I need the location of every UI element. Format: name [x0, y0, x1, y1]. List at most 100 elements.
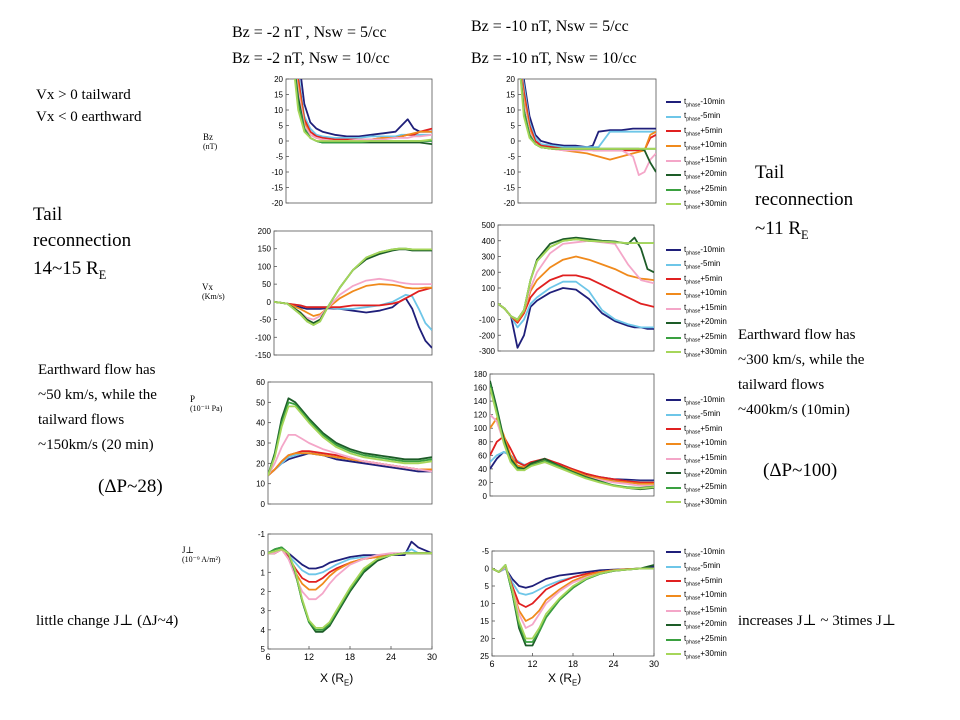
legend-entry-1: tphase-10min [666, 95, 727, 110]
y-tick-label: 0 [261, 500, 266, 509]
y-tick-label: 10 [480, 600, 489, 609]
j-right-chart: -5 0 5 10 15 20 256 12 18 24 30 [480, 547, 659, 669]
legend-swatch [666, 653, 681, 656]
y-tick-label: 15 [274, 91, 283, 100]
x-axis-label-left: X (RE) [320, 671, 354, 688]
y-tick-label: -300 [479, 347, 496, 356]
legend-entry-3: tphase+5min [666, 272, 727, 287]
flow-note-left-1: Earthward flow has [38, 362, 156, 378]
legend-swatch [666, 307, 681, 310]
series-line-3 [498, 274, 654, 324]
bz-right-chart: 20 15 10 5 0 -5 -10 -15 -20 [503, 75, 657, 208]
legend-label: tphase-5min [684, 111, 721, 123]
plot-frame [497, 224, 655, 352]
legend-entry-4: tphase+10min [666, 287, 727, 302]
delta-p-left: (ΔP~28) [98, 476, 163, 497]
y-tick-label: -15 [271, 184, 283, 193]
legend-label: tphase+5min [684, 273, 723, 286]
legend-label: tphase+10min [684, 590, 727, 602]
y-tick-label: 15 [480, 617, 489, 626]
legend-j: tphase-10min tphase-5min tphase+5min tphase… [666, 545, 727, 662]
y-tick-label: 1 [261, 568, 266, 577]
legend-label: tphase+5min [684, 423, 723, 436]
flow-note-right-3: tailward flows [738, 377, 825, 393]
legend-label: tphase+30min [684, 496, 727, 509]
legend-entry-4: tphase+10min [666, 589, 727, 604]
legend-swatch [666, 413, 681, 416]
legend-swatch [666, 580, 681, 583]
legend-label: tphase-5min [684, 409, 721, 421]
vx-sign-note-1: Vx > 0 tailward [36, 87, 131, 103]
legend-swatch [666, 565, 681, 568]
legend-entry-6: tphase+20min [666, 466, 727, 481]
y-tick-label: 100 [258, 262, 272, 271]
legend-label: tphase+15min [684, 452, 727, 465]
y-tick-label: 50 [256, 398, 265, 407]
y-tick-label: 0 [485, 565, 490, 574]
legend-swatch [666, 486, 681, 489]
legend-label: tphase-5min [684, 259, 721, 271]
series-line-8 [268, 405, 432, 476]
legend-label: tphase+25min [684, 634, 727, 646]
legend-entry-7: tphase+25min [666, 183, 727, 198]
y-tick-label: 200 [482, 268, 496, 277]
series-line-4 [498, 255, 654, 322]
legend-swatch [666, 263, 681, 266]
y-tick-label: 0 [491, 300, 496, 309]
y-tick-label: 3 [261, 607, 266, 616]
series-line-8 [498, 238, 654, 321]
series-line-5 [268, 434, 432, 476]
y-tick-label: 100 [482, 284, 496, 293]
legend-vx: tphase-10min tphase-5min tphase+5min tphase… [666, 243, 727, 360]
legend-swatch [666, 145, 681, 148]
j-axis-label: J⊥ (10⁻⁹ A/m²) [182, 545, 221, 564]
legend-entry-8: tphase+30min [666, 197, 727, 212]
y-tick-label: 5 [511, 122, 516, 131]
legend-label: tphase+20min [684, 169, 727, 182]
series-line-6 [268, 397, 432, 476]
y-tick-label: 0 [511, 137, 516, 146]
y-tick-label: -5 [482, 547, 490, 556]
y-tick-label: 2 [261, 588, 266, 597]
legend-swatch [666, 457, 681, 460]
y-tick-label: 300 [482, 253, 496, 262]
y-tick-label: -50 [259, 316, 271, 325]
legend-label: tphase+10min [684, 438, 727, 450]
legend-swatch [666, 159, 681, 162]
legend-entry-2: tphase-5min [666, 258, 727, 273]
legend-swatch [666, 638, 681, 641]
y-tick-label: 200 [258, 227, 272, 236]
y-tick-label: -200 [479, 331, 496, 340]
legend-entry-6: tphase+20min [666, 618, 727, 633]
x-tick-label: 6 [489, 659, 494, 669]
y-tick-label: 40 [478, 465, 487, 474]
tail-reconnection-left-1: Tail [33, 204, 63, 225]
legend-swatch [666, 351, 681, 354]
legend-entry-8: tphase+30min [666, 647, 727, 662]
legend-label: tphase+5min [684, 575, 723, 588]
y-tick-label: 10 [274, 106, 283, 115]
legend-swatch [666, 293, 681, 296]
x-tick-label: 24 [386, 652, 396, 662]
series-line-1 [300, 79, 432, 138]
y-tick-label: -5 [276, 153, 284, 162]
legend-swatch [666, 609, 681, 612]
legend-swatch [666, 278, 681, 281]
j-note-left: little change J⊥ (ΔJ~4) [36, 613, 179, 629]
legend-swatch [666, 551, 681, 554]
y-tick-label: 100 [474, 424, 488, 433]
y-tick-label: 30 [256, 439, 265, 448]
flow-note-left-4: ~150km/s (20 min) [38, 437, 154, 453]
tail-reconnection-left-3: 14~15 RE [33, 258, 107, 282]
header-col1-line1: Bz = -2 nT , Nsw = 5/cc [232, 24, 387, 41]
legend-label: tphase+30min [684, 346, 727, 359]
x-axis-label-right: X (RE) [548, 671, 582, 688]
flow-note-left-2: ~50 km/s, while the [38, 387, 157, 403]
legend-label: tphase-5min [684, 561, 721, 573]
y-tick-label: 0 [483, 492, 488, 501]
x-tick-label: 12 [304, 652, 314, 662]
legend-swatch [666, 322, 681, 325]
delta-p-right: (ΔP~100) [763, 460, 838, 481]
header-col1-line2: Bz = -2 nT, Nsw = 10/cc [232, 50, 390, 67]
